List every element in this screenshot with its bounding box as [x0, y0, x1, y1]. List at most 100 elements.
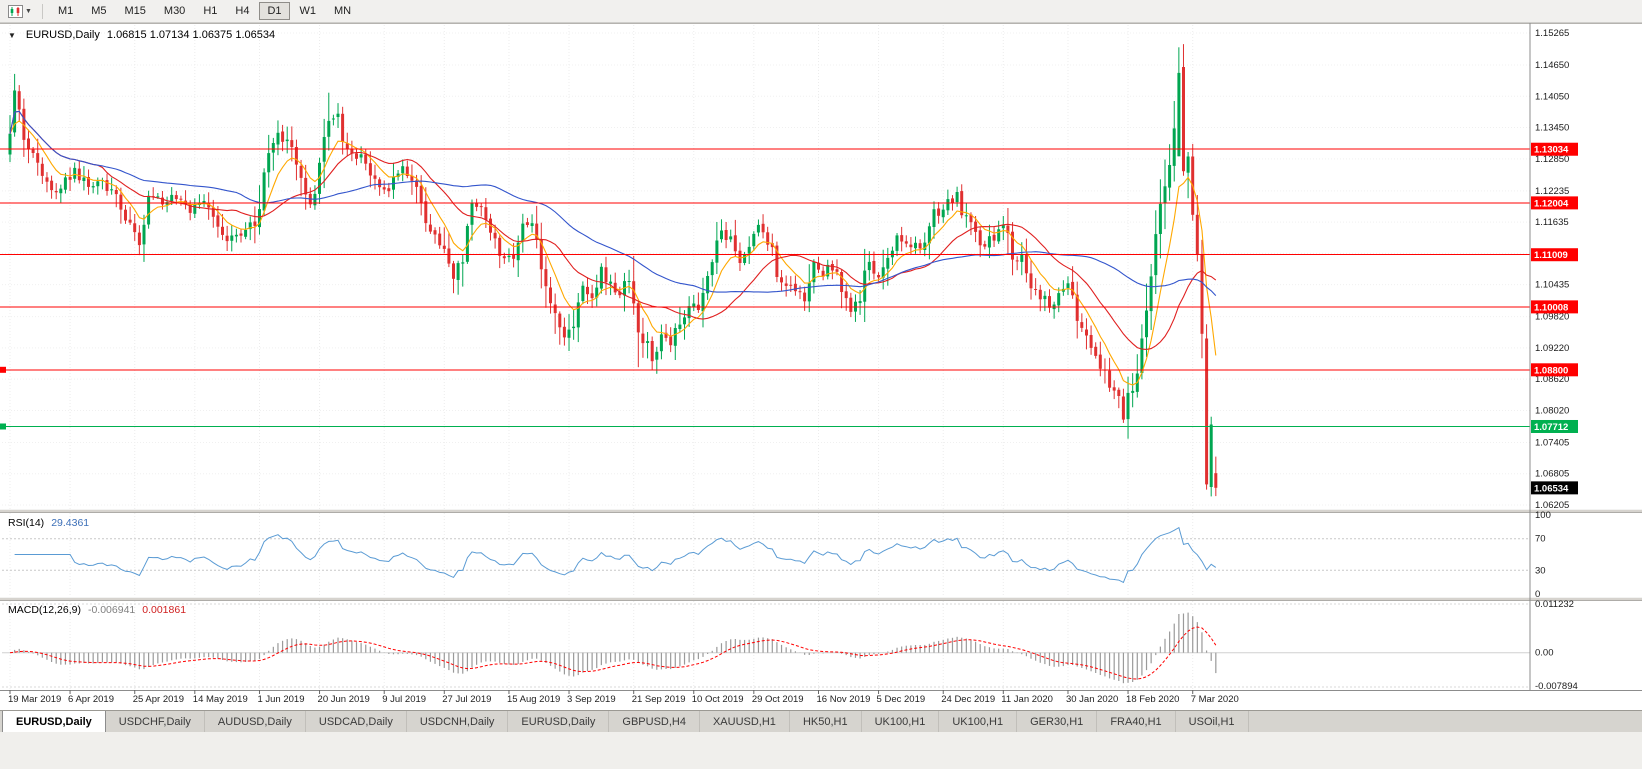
timeframe-button-m1[interactable]: M1	[50, 2, 81, 20]
candle	[502, 256, 506, 259]
price-scale-label: 1.09820	[1535, 312, 1569, 323]
price-scale-label: 1.10435	[1535, 280, 1569, 291]
candle	[294, 147, 298, 165]
candle	[923, 242, 927, 250]
panel-separators[interactable]	[0, 23, 1642, 602]
timeframe-button-m5[interactable]: M5	[83, 2, 114, 20]
chart-tab-uk100-h1[interactable]: UK100,H1	[862, 711, 940, 732]
chart-tab-usoil-h1[interactable]: USOil,H1	[1176, 711, 1249, 732]
candle	[442, 245, 446, 249]
chart-tab-usdchf-daily[interactable]: USDCHF,Daily	[106, 711, 205, 732]
candle	[63, 177, 67, 190]
candle	[609, 281, 613, 284]
hline-handle[interactable]	[0, 366, 6, 373]
candle	[747, 246, 751, 254]
candle	[248, 222, 252, 230]
timeframe-button-w1[interactable]: W1	[292, 2, 325, 20]
candle	[733, 235, 737, 252]
chart-tab-xauusd-h1[interactable]: XAUUSD,H1	[700, 711, 790, 732]
timeframe-button-h1[interactable]: H1	[195, 2, 225, 20]
candle	[373, 175, 377, 179]
panel-splitter[interactable]	[0, 597, 1642, 601]
candle	[179, 198, 183, 200]
candle	[230, 235, 234, 241]
time-axis[interactable]: 19 Mar 2019 6 Apr 2019 25 Apr 2019 14 May 2…	[0, 690, 1642, 705]
price-scale[interactable]: 1.15265 1.14650 1.14050 1.13450 1.12850 1.122…	[1529, 23, 1578, 692]
chevron-down-icon: ▼	[25, 7, 32, 15]
candle	[207, 202, 211, 208]
candle	[419, 185, 423, 203]
chart-tab-fra40-h1[interactable]: FRA40,H1	[1097, 711, 1176, 732]
chart-tab-gbpusd-h4[interactable]: GBPUSD,H4	[609, 711, 700, 732]
candle	[415, 180, 419, 187]
candle	[761, 223, 765, 233]
candle	[553, 304, 557, 314]
hline-price-label: 1.12004	[1534, 198, 1569, 209]
candle	[479, 206, 483, 208]
candle	[692, 303, 696, 307]
candle	[798, 291, 802, 293]
date-label: 7 Mar 2020	[1191, 694, 1239, 705]
macd-plot[interactable]	[2, 603, 1530, 688]
chart-tab-hk50-h1[interactable]: HK50,H1	[790, 711, 862, 732]
rsi-plot[interactable]	[2, 526, 1530, 584]
candle	[475, 203, 479, 207]
candle	[752, 233, 756, 247]
date-label: 11 Jan 2020	[1001, 694, 1053, 705]
candle	[590, 293, 594, 299]
hline-handle[interactable]	[0, 423, 6, 430]
candle	[1006, 225, 1010, 233]
chart-type-button[interactable]: ▼	[4, 2, 36, 21]
candle	[110, 189, 114, 191]
candle	[1071, 281, 1075, 296]
candle	[756, 224, 760, 233]
candle	[1209, 424, 1213, 487]
candle	[886, 257, 890, 269]
rsi-scale-label: 30	[1535, 565, 1546, 576]
candle	[382, 187, 386, 190]
chart-svg[interactable]: 1.15265 1.14650 1.14050 1.13450 1.12850 1.122…	[0, 23, 1642, 710]
price-scale-label: 1.12235	[1535, 186, 1569, 197]
candle	[770, 243, 774, 248]
chart-tab-eurusd-daily[interactable]: EURUSD,Daily	[2, 711, 106, 732]
candle	[1001, 225, 1005, 229]
chart-tab-usdcnh-daily[interactable]: USDCNH,Daily	[407, 711, 509, 732]
candle	[535, 223, 539, 240]
candle	[793, 283, 797, 292]
ma-line-50	[9, 110, 1217, 296]
timeframe-button-h4[interactable]: H4	[227, 2, 257, 20]
chart-window[interactable]: 1.15265 1.14650 1.14050 1.13450 1.12850 1.122…	[0, 23, 1642, 710]
chart-tab-uk100-h1[interactable]: UK100,H1	[939, 711, 1018, 732]
main-chart-plot[interactable]	[8, 44, 1218, 497]
date-label: 25 Apr 2019	[133, 694, 184, 705]
candle	[13, 90, 17, 133]
candle	[858, 301, 862, 304]
ma-line-20	[9, 110, 1217, 350]
candle	[1066, 283, 1070, 289]
candle	[720, 230, 723, 240]
timeframe-button-m30[interactable]: M30	[156, 2, 193, 20]
candle	[932, 209, 936, 227]
candle	[687, 306, 691, 319]
timeframe-button-mn[interactable]: MN	[326, 2, 359, 20]
panel-splitter[interactable]	[0, 509, 1642, 513]
candle	[1020, 255, 1024, 262]
price-scale-label: 1.08020	[1535, 405, 1569, 416]
candle	[45, 177, 49, 182]
timeframe-button-d1[interactable]: D1	[259, 2, 290, 20]
candle	[650, 341, 654, 362]
horizontal-lines[interactable]	[0, 148, 1530, 430]
chart-tab-usdcad-daily[interactable]: USDCAD,Daily	[306, 711, 407, 732]
candle	[202, 201, 206, 204]
chart-tab-audusd-daily[interactable]: AUDUSD,Daily	[205, 711, 306, 732]
candle	[918, 243, 922, 249]
date-label: 30 Jan 2020	[1066, 694, 1118, 705]
candle	[659, 334, 663, 352]
timeframe-button-m15[interactable]: M15	[117, 2, 154, 20]
candle	[586, 286, 589, 295]
chart-tab-eurusd-daily[interactable]: EURUSD,Daily	[508, 711, 610, 732]
candle	[673, 328, 677, 346]
candle	[743, 254, 747, 263]
chart-tab-ger30-h1[interactable]: GER30,H1	[1017, 711, 1098, 732]
candle	[239, 233, 243, 236]
